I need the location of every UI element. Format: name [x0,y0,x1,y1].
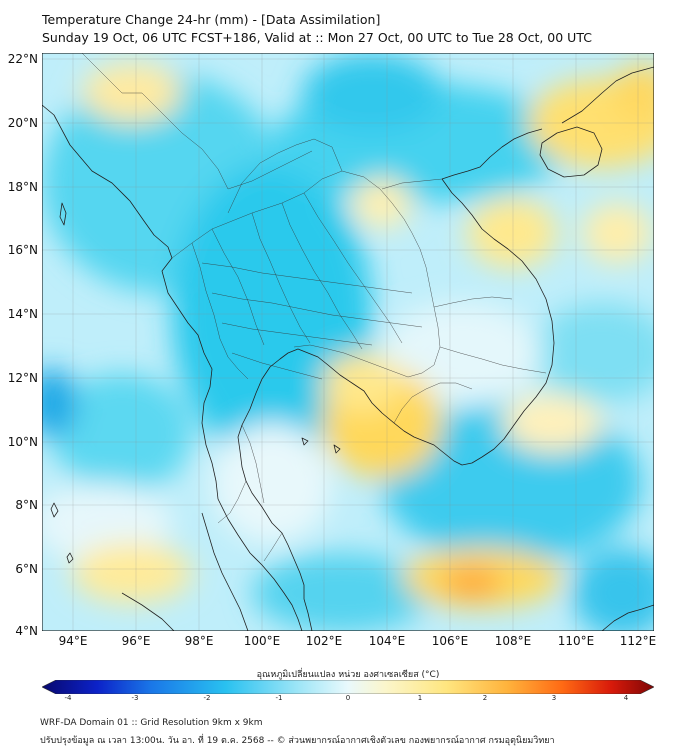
colorbar-tick--2: -2 [203,694,211,702]
lon-tick-104: 104°E [368,634,406,648]
colorbar-tick-3: 3 [551,694,557,702]
lon-tick-112: 112°E [619,634,657,648]
colorbar [42,680,654,694]
lat-tick-22: 22°N [7,52,38,66]
colorbar-title: อุณหภูมิเปลี่ยนแปลง หน่วย องศาเซลเซียส (… [256,670,440,680]
lon-tick-108: 108°E [494,634,532,648]
temperature-change-map [42,53,654,631]
lat-tick-14: 14°N [7,307,38,321]
lon-tick-98: 98°E [184,634,214,648]
coastlines [42,66,654,631]
colorbar-tick--3: -3 [131,694,139,702]
lat-tick-8: 8°N [15,498,38,512]
admin-boundaries [81,53,547,562]
footer-model-info: WRF-DA Domain 01 :: Grid Resolution 9km … [40,718,263,728]
lon-tick-96: 96°E [121,634,151,648]
colorbar-tick--4: -4 [64,694,72,702]
footer-credit: ปรับปรุงข้อมูล ณ เวลา 13:00น. วัน อา. ที… [40,736,555,746]
lon-tick-100: 100°E [243,634,281,648]
lon-tick-106: 106°E [431,634,469,648]
map-panel [42,53,654,631]
map-title: Temperature Change 24-hr (mm) - [Data As… [42,12,381,27]
lon-tick-110: 110°E [557,634,595,648]
map-subtitle: Sunday 19 Oct, 06 UTC FCST+186, Valid at… [42,30,592,45]
lat-tick-6: 6°N [15,562,38,576]
lat-tick-18: 18°N [7,180,38,194]
lat-tick-10: 10°N [7,435,38,449]
colorbar-tick-0: 0 [345,694,351,702]
lon-tick-94: 94°E [58,634,88,648]
lat-tick-16: 16°N [7,243,38,257]
temperature-field [42,53,654,631]
lat-tick-20: 20°N [7,116,38,130]
colorbar-tick-1: 1 [417,694,423,702]
colorbar-tick-2: 2 [482,694,488,702]
colorbar-tick-4: 4 [623,694,629,702]
graticule [42,53,654,631]
colorbar-gradient [42,680,654,694]
colorbar-tick--1: -1 [275,694,283,702]
lat-tick-12: 12°N [7,371,38,385]
lon-tick-102: 102°E [305,634,343,648]
lat-tick-4: 4°N [15,624,38,638]
